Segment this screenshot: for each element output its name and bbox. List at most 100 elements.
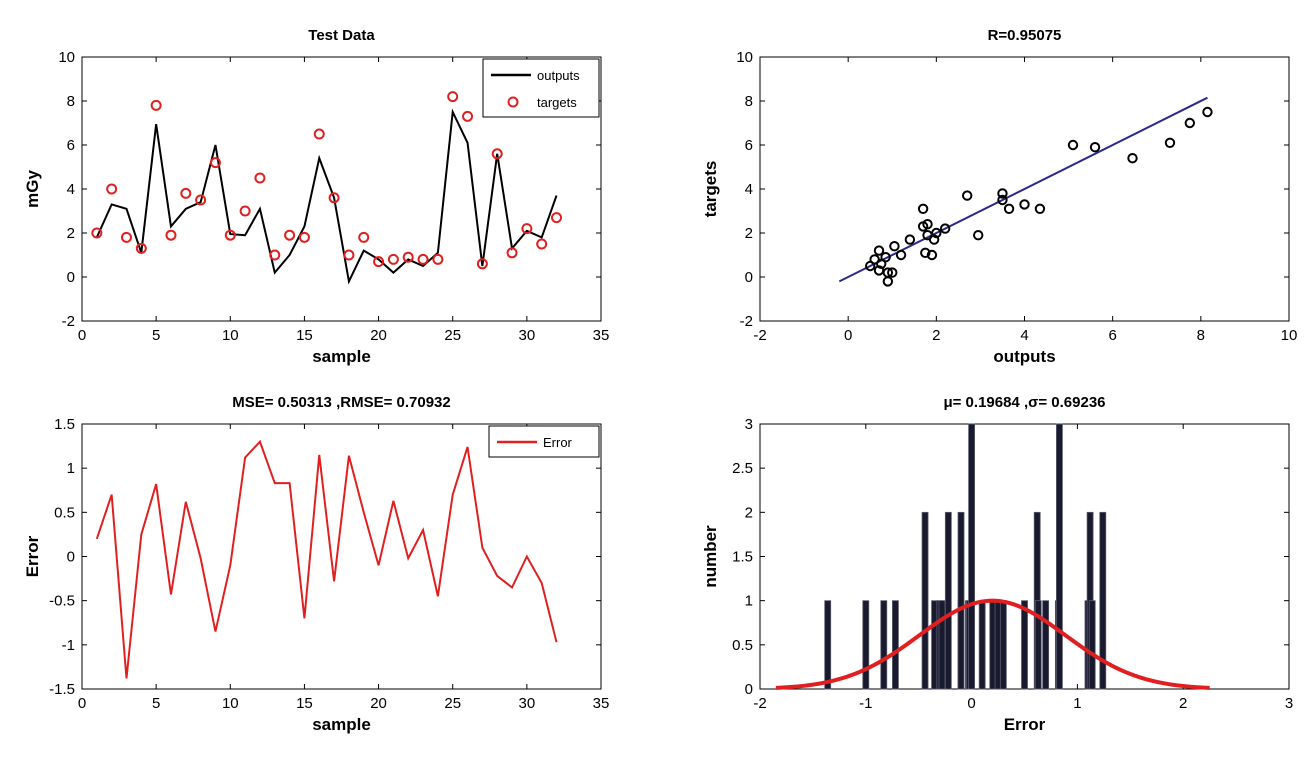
histogram-bar (824, 600, 832, 690)
regression-chart: -2 0 2 4 6 8 10 -2 0 2 4 6 8 10 R=0.95075 outputs target… (701, 27, 1297, 366)
y-tick-label: 10 (58, 49, 75, 66)
chart-title: MSE= 0.50313 ,RMSE= 0.70932 (232, 394, 450, 411)
y-tick-label: -0.5 (49, 593, 75, 610)
scatter-point (922, 219, 933, 230)
x-tick-label: 5 (152, 695, 160, 712)
scatter-point (1003, 203, 1015, 215)
histogram-bar (968, 423, 975, 690)
histogram-bar (921, 511, 929, 690)
legend-label: outputs (537, 68, 580, 83)
targets-point (165, 229, 177, 241)
legend-label: targets (537, 95, 577, 110)
y-tick-label: 4 (745, 181, 753, 198)
y-axis-label: targets (701, 161, 720, 218)
y-tick-label: 0.5 (732, 637, 753, 654)
scatter-point (931, 227, 942, 239)
targets-point (224, 229, 236, 241)
targets-point (180, 187, 192, 199)
x-tick-label: 2 (932, 327, 940, 344)
histogram-bar (978, 600, 986, 690)
histogram-bar (1099, 511, 1107, 690)
targets-point (313, 128, 325, 140)
scatter-point (882, 276, 894, 287)
scatter-point (973, 230, 984, 241)
histogram-bar (944, 511, 952, 690)
x-tick-label: -1 (859, 695, 872, 712)
x-tick-label: 15 (296, 695, 313, 712)
targets-point (150, 99, 162, 111)
scatter-point (926, 249, 938, 261)
y-tick-label: 0 (745, 681, 753, 698)
scatter-point (904, 234, 916, 245)
scatter-point (1127, 153, 1138, 164)
y-axis-label: number (701, 525, 720, 588)
histogram-bar (1056, 423, 1063, 690)
scatter-point (873, 245, 885, 256)
scatter-point (917, 203, 929, 215)
x-tick-label: -2 (753, 327, 766, 344)
x-tick-label: 25 (444, 327, 461, 344)
y-tick-label: 6 (745, 137, 753, 154)
x-axis-label: sample (312, 347, 371, 366)
x-tick-label: 10 (222, 327, 239, 344)
histogram-bar (1034, 600, 1042, 690)
normal-fit-curve (775, 598, 1210, 690)
x-tick-label: 4 (1020, 327, 1028, 344)
x-tick-label: 1 (1073, 695, 1081, 712)
targets-point (343, 249, 355, 261)
histogram-bar (880, 600, 888, 690)
y-axis-label: Error (23, 535, 42, 577)
scatter-point (889, 241, 900, 252)
targets-point (106, 183, 118, 195)
scatter-point (928, 234, 940, 245)
targets-point (417, 253, 429, 265)
y-tick-label: 2 (67, 225, 75, 242)
x-tick-label: 25 (444, 695, 461, 712)
x-tick-label: 30 (519, 695, 536, 712)
scatter-point (880, 252, 891, 263)
scatter-point (939, 223, 951, 234)
y-tick-label: 8 (67, 93, 75, 110)
x-tick-label: 20 (370, 327, 387, 344)
x-tick-label: 0 (844, 327, 852, 344)
x-tick-label: 30 (519, 327, 536, 344)
histogram-bar (1088, 600, 1096, 690)
targets-point (536, 238, 548, 250)
targets-point (135, 242, 147, 254)
y-tick-label: 3 (745, 416, 753, 433)
y-axis-label: mGy (23, 170, 42, 208)
targets-point (195, 194, 207, 206)
histogram-bar (1042, 600, 1050, 690)
x-axis-label: sample (312, 715, 371, 734)
targets-point (387, 253, 399, 265)
histogram-bar (938, 600, 946, 690)
x-tick-label: 10 (222, 695, 239, 712)
scatter-point (1067, 139, 1079, 151)
y-tick-label: 10 (736, 49, 753, 66)
y-tick-label: -1 (62, 637, 75, 654)
targets-point (284, 229, 296, 241)
histogram-bar (862, 600, 870, 690)
y-tick-label: 4 (67, 181, 75, 198)
targets-point (328, 192, 340, 204)
x-tick-label: 0 (78, 695, 86, 712)
targets-point (462, 110, 474, 122)
x-tick-label: 5 (152, 327, 160, 344)
y-tick-label: 6 (67, 137, 75, 154)
targets-point (91, 227, 103, 239)
y-tick-label: 1.5 (54, 416, 75, 433)
targets-point (120, 231, 132, 243)
chart-title: Test Data (308, 27, 375, 44)
x-tick-label: 0 (967, 695, 975, 712)
targets-point (521, 223, 533, 235)
y-tick-label: -2 (740, 313, 753, 330)
targets-point (491, 148, 503, 160)
y-tick-label: 2.5 (732, 460, 753, 477)
plot-area (81, 423, 602, 690)
y-tick-label: 0 (67, 549, 75, 566)
scatter-point (1164, 137, 1176, 149)
targets-point (432, 253, 444, 265)
y-tick-label: 0 (67, 269, 75, 286)
